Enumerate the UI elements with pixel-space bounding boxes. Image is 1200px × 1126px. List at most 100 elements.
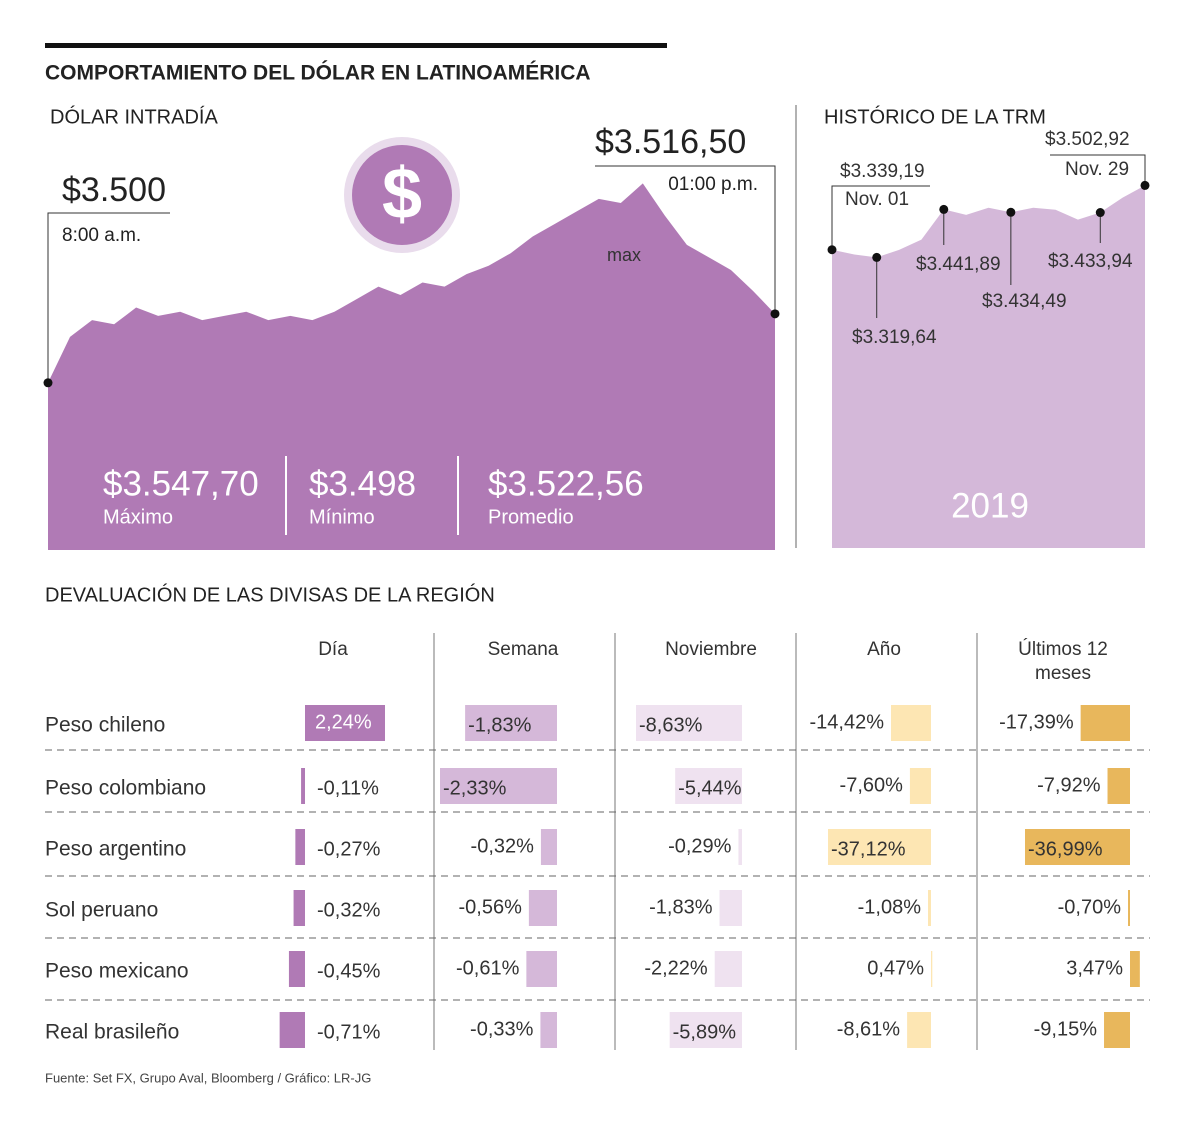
point [770, 309, 780, 319]
value-label: -8,63% [639, 714, 703, 736]
value-label: -1,83% [468, 714, 532, 736]
bar [907, 1012, 931, 1048]
value-label: -14,42% [809, 711, 884, 733]
svg-text:$: $ [382, 154, 422, 234]
trm-title: HISTÓRICO DE LA TRM [824, 105, 1046, 128]
column-header: Últimos 12 meses [1018, 639, 1108, 684]
bar [1130, 951, 1140, 987]
bar [305, 705, 385, 741]
bar [288, 951, 305, 987]
value-label: -0,32% [317, 899, 381, 921]
column-header: Día [318, 639, 348, 660]
value-label: -7,60% [840, 774, 904, 796]
column-header: Año [867, 639, 901, 660]
value-label: -37,12% [831, 838, 906, 860]
bar [440, 768, 557, 804]
row-label: Sol peruano [45, 899, 158, 922]
bar [669, 1012, 742, 1048]
value-label: 2,24% [315, 711, 372, 733]
bar [528, 890, 557, 926]
leader-line [831, 185, 930, 250]
point [939, 204, 949, 214]
value-label: -7,92% [1037, 774, 1101, 796]
bar [719, 890, 742, 926]
date-label: Nov. 01 [845, 189, 909, 210]
value-label: -1,83% [649, 896, 713, 918]
point [1095, 208, 1105, 218]
value-label: $3.434,49 [982, 291, 1067, 312]
value-label: -8,61% [837, 1018, 901, 1040]
main-title: COMPORTAMIENTO DEL DÓLAR EN LATINOAMÉRIC… [45, 61, 591, 85]
value-label: -36,99% [1028, 838, 1103, 860]
bar [279, 1012, 305, 1048]
value-label: $3.500 [62, 171, 166, 209]
time-label: 8:00 a.m. [62, 225, 141, 246]
value-label: -0,61% [456, 957, 520, 979]
value-label: $3.502,92 [1045, 129, 1130, 150]
date-label: Nov. 29 [1065, 159, 1129, 180]
value-label: 3,47% [1066, 957, 1123, 979]
value-label: -9,15% [1034, 1018, 1098, 1040]
bar [928, 890, 931, 926]
bar [540, 829, 557, 865]
value-label: -0,71% [317, 1021, 381, 1043]
stat-value: $3.522,56 [488, 464, 644, 503]
point [827, 245, 837, 255]
value-label: $3.516,50 [595, 123, 746, 161]
bar [909, 768, 931, 804]
point [1006, 207, 1016, 217]
row-label: Peso argentino [45, 838, 186, 861]
value-label: -0,45% [317, 960, 381, 982]
bar [1104, 1012, 1130, 1048]
row-label: Real brasileño [45, 1021, 179, 1044]
value-label: $3.339,19 [840, 161, 925, 182]
value-label: -0,29% [668, 835, 732, 857]
point [43, 378, 53, 388]
bar [890, 705, 931, 741]
column-header: Semana [487, 639, 559, 660]
value-label: -0,70% [1058, 896, 1122, 918]
top-rule [45, 43, 667, 48]
bar [526, 951, 557, 987]
value-label: -0,33% [470, 1018, 534, 1040]
bar [675, 768, 742, 804]
leader-line [1050, 154, 1146, 186]
value-label: $3.441,89 [916, 254, 1001, 275]
value-label: -0,27% [317, 838, 381, 860]
dollar-icon: $ [344, 137, 460, 253]
time-label: 01:00 p.m. [668, 174, 758, 195]
area [832, 185, 1145, 548]
bar [295, 829, 305, 865]
bar [828, 829, 931, 865]
bar [1080, 705, 1130, 741]
intraday-title: DÓLAR INTRADÍA [50, 105, 218, 128]
bar [465, 705, 557, 741]
bar [1025, 829, 1130, 865]
bar [738, 829, 742, 865]
table-title: DEVALUACIÓN DE LAS DIVISAS DE LA REGIÓN [45, 583, 495, 606]
value-label: $3.433,94 [1048, 251, 1133, 272]
value-label: -0,56% [459, 896, 523, 918]
row-label: Peso colombiano [45, 777, 206, 800]
year-label: 2019 [951, 486, 1029, 525]
column-header: Noviembre [665, 639, 757, 660]
bar [714, 951, 742, 987]
leader-line [47, 212, 170, 383]
bar [931, 951, 933, 987]
value-label: -2,22% [644, 957, 708, 979]
value-label: -1,08% [858, 896, 922, 918]
area [48, 183, 775, 550]
bar [293, 890, 305, 926]
stat-value: $3.547,70 [103, 464, 259, 503]
stat-name: Máximo [103, 506, 173, 528]
max-label: max [607, 245, 641, 265]
stat-value: $3.498 [309, 464, 416, 503]
value-label: -17,39% [999, 711, 1074, 733]
bar [1107, 768, 1130, 804]
value-label: -2,33% [443, 777, 507, 799]
value-label: -0,11% [317, 777, 379, 799]
bar [636, 705, 742, 741]
stat-name: Promedio [488, 506, 574, 528]
